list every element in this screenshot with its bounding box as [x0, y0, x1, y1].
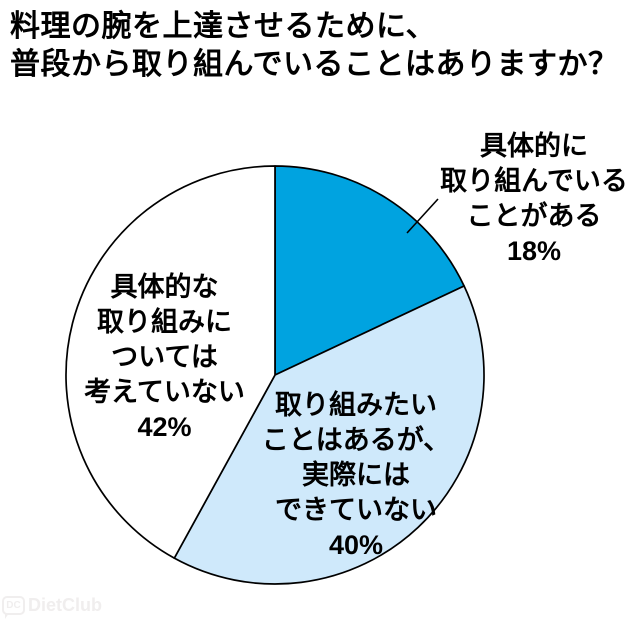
chart-title: 料理の腕を上達させるために、 普段から取り組んでいることはありますか？: [10, 10, 619, 81]
slice-label-want-but-not-doing: 取り組みたい ことはあるが、 実際には できていない 40%: [261, 390, 451, 560]
leader-line: [406, 198, 439, 234]
pie-slice-1: [173, 285, 485, 585]
watermark: DC DietClub: [2, 595, 102, 619]
pie-slice-2: [65, 165, 276, 559]
dietclub-logo-icon: DC: [2, 596, 25, 619]
slice-label-has-specific-initiative: 具体的に 取り組んでいる ことがある 18%: [440, 131, 628, 266]
watermark-brand-text: DietClub: [28, 595, 102, 615]
pie-slice-0: [274, 165, 465, 376]
slice-label-not-considering: 具体的な 取り組みに ついては 考えていない 42%: [84, 272, 245, 442]
